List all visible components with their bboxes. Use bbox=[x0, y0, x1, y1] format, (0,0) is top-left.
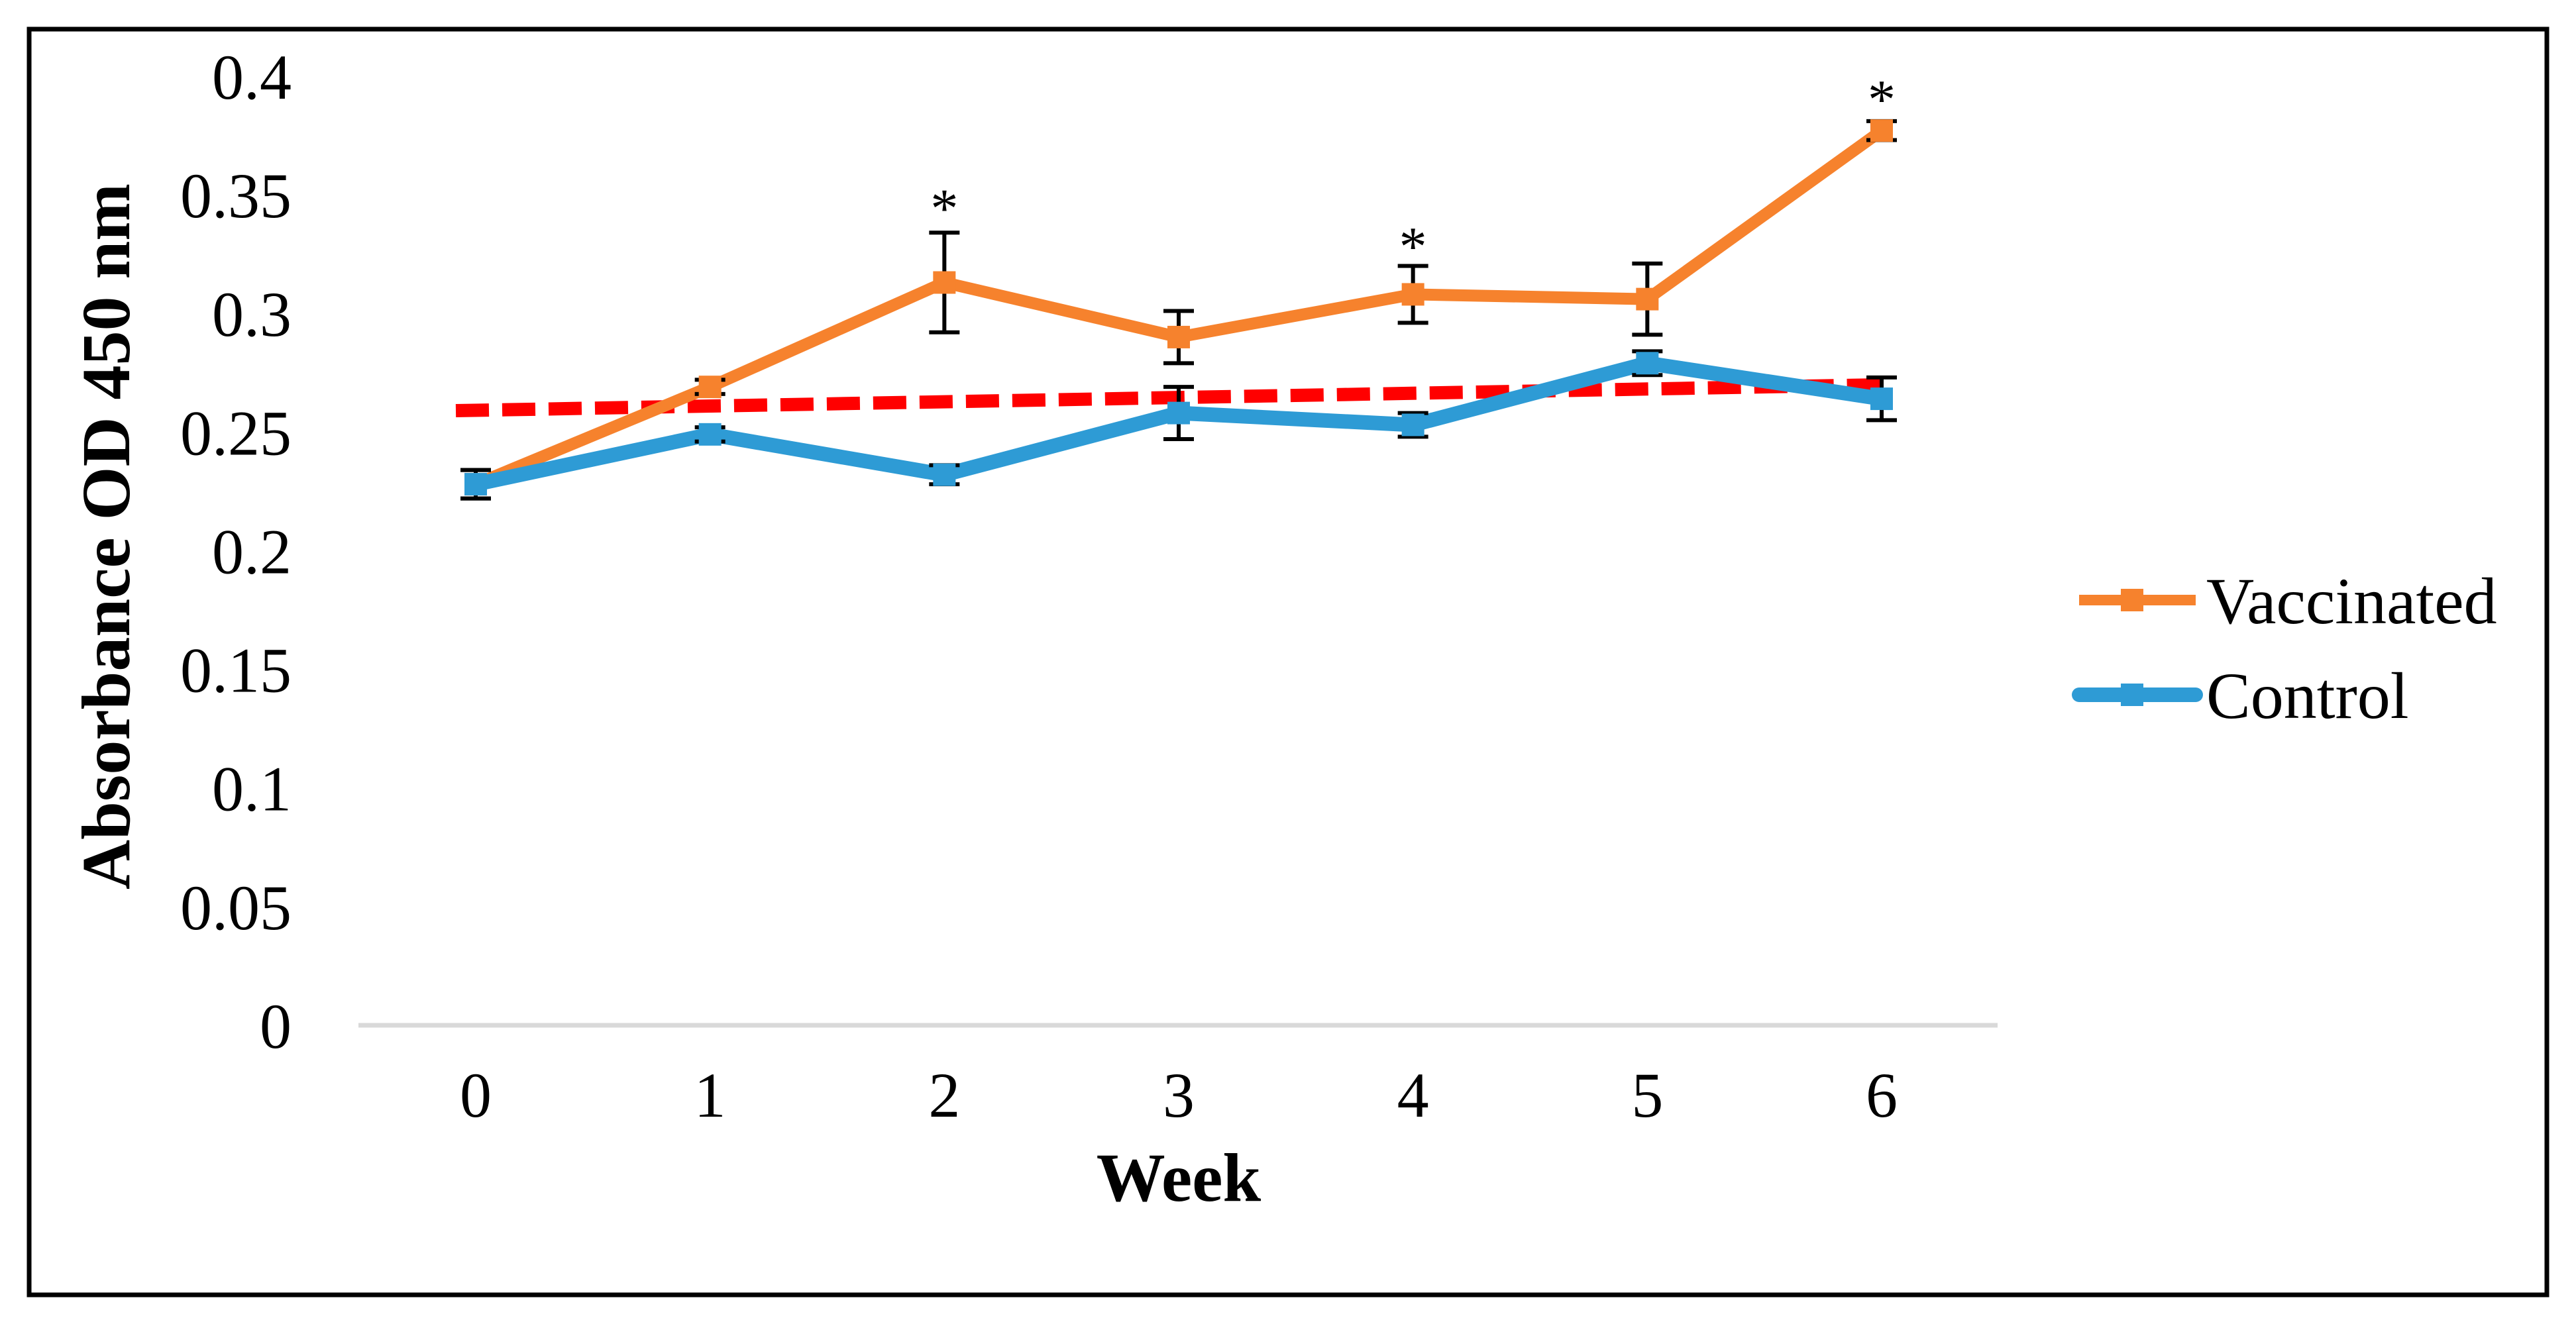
legend-label-control: Control bbox=[2206, 659, 2409, 733]
legend-item-vaccinated: Vaccinated bbox=[2079, 564, 2497, 638]
figure-border bbox=[27, 26, 2549, 1298]
x-tick-label: 5 bbox=[1631, 1060, 1663, 1131]
data-point-marker-control bbox=[1636, 352, 1659, 375]
x-tick-label: 3 bbox=[1163, 1060, 1195, 1131]
y-tick-label: 0.15 bbox=[180, 635, 292, 706]
significance-asterisk: * bbox=[1868, 69, 1896, 130]
y-tick-label: 0.4 bbox=[212, 42, 292, 113]
significance-asterisk: * bbox=[1399, 216, 1427, 278]
data-point-marker-control bbox=[1167, 401, 1190, 425]
y-tick-label: 0.35 bbox=[180, 160, 292, 231]
data-point-marker-vaccinated bbox=[933, 271, 956, 294]
data-point-marker-control bbox=[464, 473, 487, 496]
x-tick-labels: 0 1 2 3 4 5 6 bbox=[460, 1060, 1898, 1131]
x-tick-label: 4 bbox=[1397, 1060, 1429, 1131]
x-tick-label: 6 bbox=[1866, 1060, 1898, 1131]
y-tick-label: 0.05 bbox=[180, 872, 292, 943]
vaccinated-marker-icon bbox=[2121, 589, 2143, 611]
control-marker-icon bbox=[2121, 684, 2143, 706]
plot-area bbox=[455, 119, 1897, 501]
x-tick-label: 2 bbox=[928, 1060, 960, 1131]
y-axis-title: Absorbance OD 450 nm bbox=[68, 183, 144, 890]
data-point-marker-vaccinated bbox=[698, 376, 722, 399]
data-point-marker-control bbox=[698, 423, 722, 446]
y-tick-label: 0 bbox=[260, 991, 292, 1062]
legend-item-control: Control bbox=[2072, 659, 2409, 733]
significance-markers: * * * bbox=[930, 69, 1896, 278]
data-point-marker-control bbox=[1870, 387, 1893, 411]
y-tick-label: 0.1 bbox=[212, 754, 292, 825]
x-tick-label: 1 bbox=[694, 1060, 726, 1131]
significance-asterisk: * bbox=[930, 178, 958, 240]
x-axis-title: Week bbox=[1097, 1140, 1261, 1216]
y-tick-labels: 0 0.05 0.1 0.15 0.2 0.25 0.3 0.35 0.4 bbox=[180, 42, 292, 1062]
y-tick-label: 0.3 bbox=[212, 279, 292, 350]
data-point-marker-control bbox=[933, 463, 956, 486]
y-tick-label: 0.25 bbox=[180, 397, 292, 468]
data-point-marker-vaccinated bbox=[1167, 325, 1190, 348]
data-point-marker-control bbox=[1401, 413, 1424, 436]
data-point-marker-vaccinated bbox=[1870, 119, 1893, 142]
threshold-line bbox=[455, 378, 1894, 418]
data-point-marker-vaccinated bbox=[1636, 287, 1659, 311]
data-point-marker-vaccinated bbox=[1401, 283, 1424, 306]
legend: Vaccinated Control bbox=[2072, 564, 2497, 733]
legend-label-vaccinated: Vaccinated bbox=[2206, 564, 2497, 638]
y-tick-label: 0.2 bbox=[212, 516, 292, 587]
x-tick-label: 0 bbox=[460, 1060, 492, 1131]
